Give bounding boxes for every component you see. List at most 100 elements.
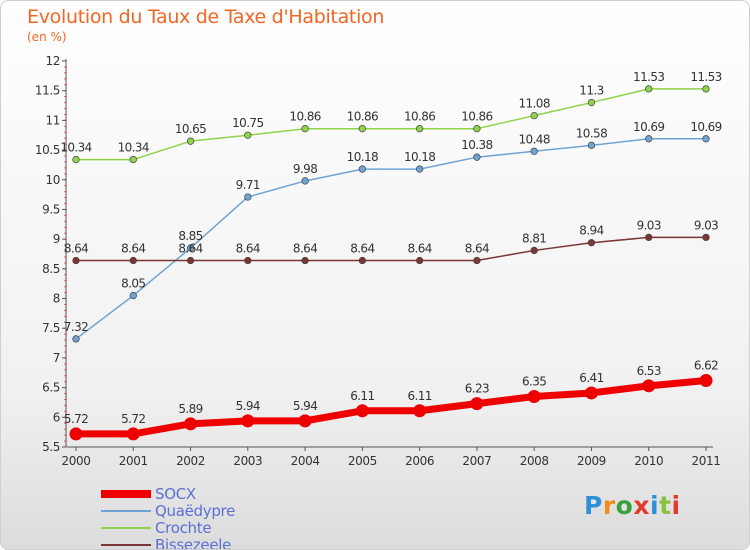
data-label-bissezeele: 8.64 bbox=[236, 242, 260, 256]
data-point-socx bbox=[642, 379, 656, 393]
data-point-quaedypre bbox=[72, 335, 80, 343]
data-label-socx: 6.41 bbox=[579, 371, 603, 385]
data-label-quaedypre: 10.18 bbox=[347, 150, 378, 164]
legend: SOCX Quaëdypre Crochte Bissezeele bbox=[101, 484, 235, 549]
x-tick-label: 2010 bbox=[634, 454, 663, 468]
data-label-quaedypre: 10.69 bbox=[633, 120, 664, 134]
data-point-crochte bbox=[72, 155, 80, 164]
data-point-quaedypre bbox=[358, 165, 367, 173]
unit-label: (en %) bbox=[27, 30, 67, 44]
y-tick-label: 9.5 bbox=[42, 202, 60, 216]
data-point-bissezeele bbox=[587, 239, 596, 247]
legend-item-socx: SOCX bbox=[101, 484, 235, 503]
data-label-bissezeele: 8.64 bbox=[64, 242, 88, 256]
data-point-socx bbox=[527, 390, 541, 404]
legend-item-bissezeele: Bissezeele bbox=[101, 536, 235, 549]
data-label-socx: 6.11 bbox=[350, 389, 374, 403]
data-label-quaedypre: 10.18 bbox=[404, 150, 435, 164]
y-tick-label: 6 bbox=[53, 410, 60, 424]
proxiti-logo: Proxiti bbox=[584, 491, 681, 520]
data-point-socx bbox=[584, 386, 598, 400]
data-point-crochte bbox=[301, 125, 309, 133]
data-point-socx bbox=[126, 427, 140, 441]
data-label-quaedypre: 8.85 bbox=[178, 229, 202, 243]
data-label-socx: 6.62 bbox=[694, 358, 718, 372]
legend-label-socx: SOCX bbox=[155, 484, 196, 503]
x-tick-label: 2005 bbox=[348, 454, 377, 468]
data-point-crochte bbox=[587, 98, 596, 107]
y-tick-label: 10.5 bbox=[35, 143, 60, 157]
x-tick-label: 2004 bbox=[291, 454, 320, 468]
data-point-quaedypre bbox=[415, 165, 424, 173]
data-point-socx bbox=[699, 373, 713, 387]
data-point-crochte bbox=[129, 155, 137, 164]
legend-item-quaedypre: Quaëdypre bbox=[101, 502, 235, 520]
data-point-socx bbox=[298, 414, 312, 428]
data-label-crochte: 10.34 bbox=[118, 141, 149, 155]
y-tick-label: 6.5 bbox=[42, 381, 60, 395]
data-point-quaedypre bbox=[301, 177, 309, 185]
data-label-crochte: 10.86 bbox=[404, 110, 435, 124]
x-tick-label: 2001 bbox=[119, 454, 148, 468]
legend-item-crochte: Crochte bbox=[101, 518, 235, 537]
data-point-crochte bbox=[244, 131, 252, 139]
data-point-bissezeele bbox=[530, 246, 538, 255]
y-tick-label: 11 bbox=[46, 113, 60, 127]
data-point-quaedypre bbox=[129, 291, 137, 300]
y-tick-label: 7 bbox=[53, 351, 60, 365]
data-label-crochte: 10.86 bbox=[289, 110, 320, 124]
x-tick-label: 2008 bbox=[520, 454, 549, 468]
data-label-bissezeele: 8.64 bbox=[465, 242, 489, 256]
y-tick-label: 7.5 bbox=[42, 321, 60, 335]
data-label-crochte: 11.3 bbox=[579, 84, 603, 98]
data-label-bissezeele: 8.64 bbox=[407, 242, 431, 256]
data-label-bissezeele: 8.64 bbox=[350, 242, 374, 256]
data-label-socx: 5.89 bbox=[178, 402, 202, 416]
x-tick-label: 2002 bbox=[176, 454, 205, 468]
data-point-socx bbox=[470, 397, 484, 411]
data-point-crochte bbox=[358, 125, 367, 133]
data-label-quaedypre: 10.48 bbox=[519, 132, 550, 146]
y-tick-label: 5.5 bbox=[42, 440, 60, 454]
data-label-quaedypre: 10.58 bbox=[576, 126, 607, 140]
data-label-crochte: 10.65 bbox=[175, 122, 206, 136]
data-point-bissezeele bbox=[186, 256, 195, 265]
data-label-crochte: 10.86 bbox=[347, 110, 378, 124]
data-label-socx: 5.94 bbox=[293, 399, 317, 413]
data-point-socx bbox=[355, 404, 369, 418]
data-point-bissezeele bbox=[415, 256, 424, 265]
data-point-bissezeele bbox=[645, 233, 653, 242]
data-label-socx: 6.11 bbox=[407, 389, 431, 403]
data-label-quaedypre: 9.98 bbox=[293, 162, 317, 176]
data-point-bissezeele bbox=[72, 256, 80, 265]
series-line-socx bbox=[76, 377, 707, 438]
data-point-socx bbox=[241, 414, 255, 428]
chart-title: Evolution du Taux de Taxe d'Habitation bbox=[27, 6, 385, 28]
data-label-socx: 5.72 bbox=[64, 412, 88, 426]
data-label-socx: 6.35 bbox=[522, 375, 546, 389]
x-tick-label: 2003 bbox=[233, 454, 262, 468]
x-tick-label: 2007 bbox=[462, 454, 491, 468]
data-label-socx: 5.72 bbox=[121, 412, 145, 426]
legend-label-crochte: Crochte bbox=[155, 518, 212, 537]
data-label-crochte: 11.08 bbox=[519, 97, 550, 111]
legend-swatch-bissezeele bbox=[101, 543, 151, 546]
data-point-bissezeele bbox=[244, 256, 252, 265]
data-point-crochte bbox=[645, 85, 653, 93]
x-tick-label: 2011 bbox=[692, 454, 721, 468]
data-point-crochte bbox=[702, 85, 710, 93]
data-point-quaedypre bbox=[244, 193, 252, 201]
data-label-bissezeele: 8.94 bbox=[579, 224, 603, 238]
data-label-quaedypre: 7.32 bbox=[64, 320, 88, 334]
data-point-quaedypre bbox=[587, 141, 596, 149]
legend-swatch-socx bbox=[101, 489, 151, 498]
legend-swatch-quaedypre bbox=[101, 509, 151, 512]
data-label-socx: 6.53 bbox=[637, 364, 661, 378]
series-line-bissezeele bbox=[76, 236, 706, 262]
data-label-socx: 5.94 bbox=[236, 399, 260, 413]
y-tick-label: 12 bbox=[46, 54, 60, 68]
data-label-bissezeele: 9.03 bbox=[637, 218, 661, 232]
x-tick-label: 2006 bbox=[405, 454, 434, 468]
